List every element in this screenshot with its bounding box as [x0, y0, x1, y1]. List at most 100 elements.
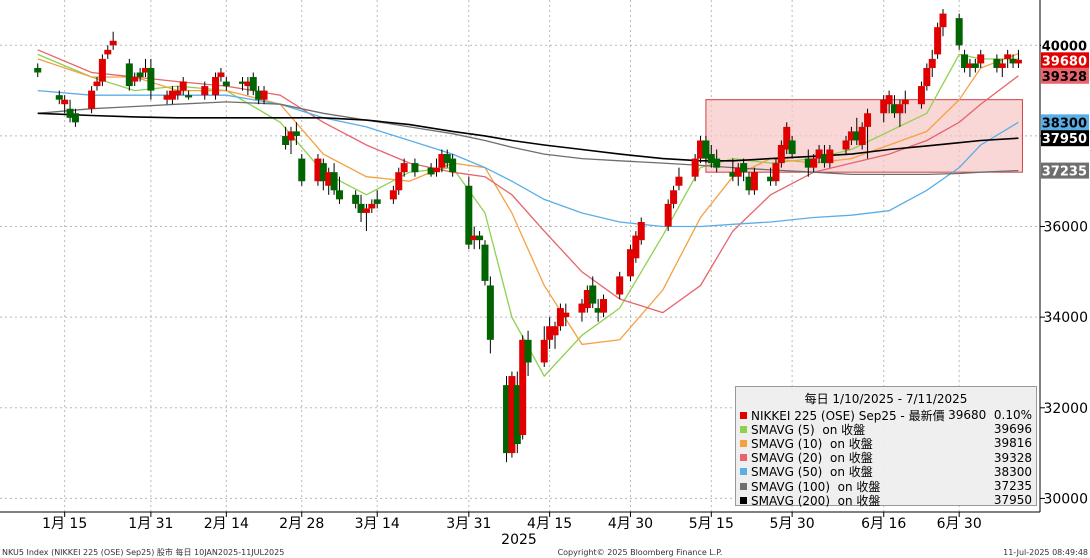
- candle-body: [357, 203, 365, 213]
- legend-series-value: 37235: [993, 479, 1032, 494]
- candle-body: [238, 81, 246, 84]
- legend-entry-3: SMAVG (20) on 收盤 39328: [740, 451, 1032, 465]
- candle-body: [61, 99, 69, 105]
- candle-body: [939, 13, 947, 28]
- candle-body: [519, 339, 527, 435]
- candle-body: [729, 172, 737, 177]
- last-value-box: [1041, 162, 1089, 179]
- ma-line-3: [37, 49, 1019, 314]
- candle-body: [298, 158, 306, 182]
- legend-series-name: SMAVG (200) on 收盤: [751, 493, 881, 508]
- candle-body: [314, 158, 322, 182]
- legend-series-name: SMAVG (50) on 收盤: [751, 465, 873, 480]
- candle-body: [810, 158, 818, 168]
- x-tick-label: 4月 15: [527, 516, 572, 532]
- candle-body: [373, 199, 381, 204]
- candle-body: [330, 172, 338, 191]
- legend-rows: NIKKEI 225 (OSE) Sep25 - 最新價 39680 0.10% S…: [740, 408, 1032, 508]
- candle-body: [104, 49, 112, 55]
- legend-swatch: [740, 454, 747, 462]
- candle-body: [400, 163, 408, 173]
- footer-left: NKU5 Index (NIKKEI 225 (OSE) Sep25) 股市 每…: [2, 547, 284, 557]
- candle-body: [858, 126, 866, 145]
- candle-body: [249, 77, 257, 91]
- ma-line-6: [37, 112, 1019, 162]
- candle-body: [788, 140, 796, 155]
- legend-entry-0: NIKKEI 225 (OSE) Sep25 - 最新價 39680 0.10%: [740, 408, 1032, 423]
- candle-body: [476, 235, 484, 241]
- last-value-text: 39328: [1042, 70, 1087, 85]
- candle-body: [745, 176, 753, 191]
- candle-body: [287, 131, 295, 141]
- candle-body: [34, 67, 42, 73]
- x-tick-label: 6月 16: [861, 516, 906, 532]
- candle-body: [292, 131, 300, 136]
- candle-body: [697, 140, 705, 159]
- candle-body: [438, 154, 446, 168]
- candle-body: [486, 285, 494, 340]
- candle-body: [961, 54, 969, 68]
- candle-body: [740, 163, 748, 173]
- candle-body: [546, 326, 554, 340]
- candle-body: [977, 54, 985, 64]
- x-axis-ticks: 1月 15 1月 31 2月 14 2月 28 3月 14 3月 31 4月 15 4月 30…: [42, 512, 982, 532]
- last-value-box: [1041, 114, 1089, 131]
- candle-body: [540, 339, 548, 363]
- last-value-text: 40000: [1042, 39, 1087, 54]
- candle-body: [513, 385, 521, 445]
- candle-body: [928, 58, 936, 68]
- x-tick-label: 6月 30: [937, 516, 982, 532]
- candle-body: [734, 167, 742, 177]
- candle-body: [185, 95, 193, 98]
- y-tick-label: 34000: [1043, 310, 1088, 326]
- legend-series-name: SMAVG (5) on 收盤: [751, 422, 866, 437]
- candle-body: [389, 190, 397, 200]
- candle-body: [66, 108, 74, 118]
- legend-series-name: NIKKEI 225 (OSE) Sep25 - 最新價: [751, 408, 945, 423]
- candle-body: [664, 203, 672, 227]
- gridlines: [0, 0, 1040, 512]
- legend-series-value: 39680 0.10%: [948, 408, 1032, 423]
- candle-body: [443, 154, 451, 164]
- legend-swatch: [740, 496, 747, 504]
- candle-body: [594, 308, 602, 313]
- candle-body: [427, 167, 435, 175]
- candle-body: [917, 86, 925, 105]
- candle-body: [993, 58, 1001, 68]
- candle-body: [670, 190, 678, 204]
- candlesticks: [34, 9, 1022, 463]
- ma-line-5: [37, 101, 1019, 176]
- y-tick-label: 30000: [1043, 491, 1088, 507]
- candle-body: [702, 140, 710, 159]
- candle-body: [109, 40, 117, 46]
- candle-body: [141, 67, 149, 73]
- candle-body: [163, 95, 171, 100]
- candle-body: [282, 135, 290, 145]
- legend-series-name: SMAVG (10) on 收盤: [751, 436, 873, 451]
- candle-body: [131, 77, 139, 82]
- legend-entry-5: SMAVG (100) on 收盤 37235: [740, 479, 1032, 494]
- candle-body: [1004, 54, 1012, 59]
- candle-body: [217, 72, 225, 78]
- legend-swatch: [740, 439, 747, 447]
- candle-body: [244, 81, 252, 87]
- x-tick-label: 3月 14: [355, 516, 400, 532]
- legend-series-value: 37950: [993, 493, 1032, 508]
- last-value-text: 37950: [1042, 132, 1087, 147]
- candle-body: [255, 90, 263, 100]
- candle-body: [632, 235, 640, 259]
- candle-body: [600, 299, 608, 313]
- candle-body: [449, 158, 457, 173]
- candle-body: [864, 113, 872, 127]
- candle-body: [260, 90, 268, 100]
- x-tick-label: 2月 14: [204, 516, 249, 532]
- candle-body: [804, 158, 812, 168]
- candle-body: [147, 67, 155, 91]
- candle-body: [335, 190, 343, 200]
- candle-body: [955, 18, 963, 46]
- legend-series-value: 39328: [993, 450, 1032, 465]
- candle-body: [1014, 59, 1022, 64]
- last-value-text: 39680: [1042, 54, 1087, 69]
- candle-body: [503, 385, 511, 454]
